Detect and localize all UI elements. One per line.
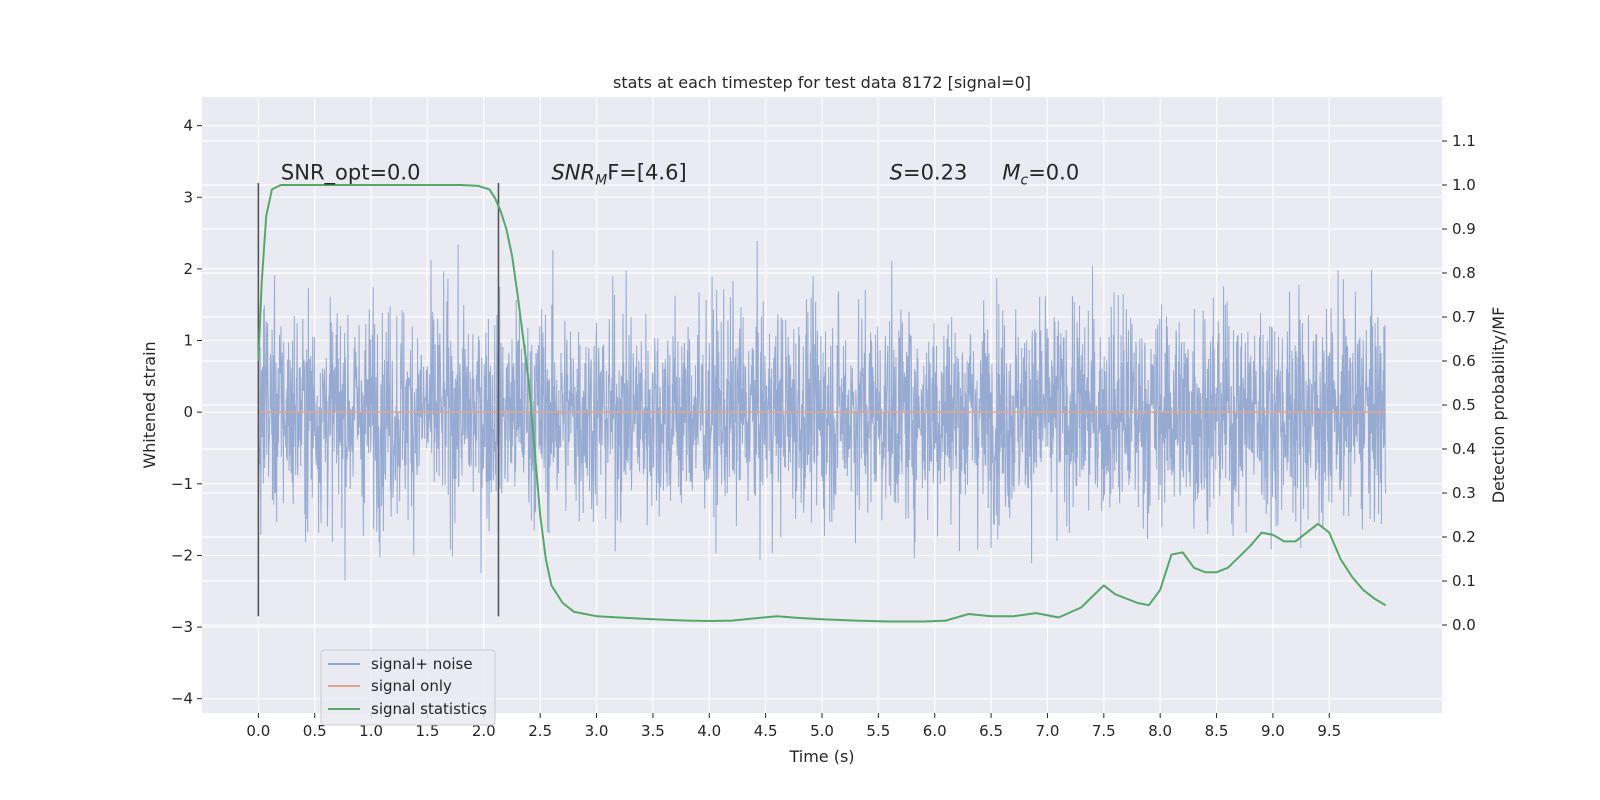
x-tick-label-16: 8.0 (1148, 722, 1172, 740)
x-tick-label-11: 5.5 (866, 722, 890, 740)
y-right-axis-label: Detection probability/MF (1489, 307, 1508, 504)
annotation-1: SNRMF=[4.6] (551, 160, 686, 188)
yr-tick-label-4: 0.7 (1452, 308, 1476, 326)
yr-tick-label-11: 0.0 (1452, 616, 1476, 634)
chart-title: stats at each timestep for test data 817… (613, 73, 1031, 92)
legend-box (320, 649, 496, 726)
x-tick-label-17: 8.5 (1205, 722, 1229, 740)
x-tick-label-13: 6.5 (979, 722, 1003, 740)
annotation-3: Mc=0.0 (1002, 160, 1079, 188)
legend-label-signal-only: signal only (371, 677, 452, 695)
x-tick-label-18: 9.0 (1261, 722, 1285, 740)
x-axis-ticks: 0.0 0.5 1.0 1.5 2.0 2.5 3.0 3.5 4.0 4.5 5.0 5.5 6.0 6… (246, 713, 1341, 740)
x-tick-label-14: 7.0 (1036, 722, 1060, 740)
x-axis-label: Time (s) (788, 747, 854, 766)
y-left-axis-ticks: 4 3 2 1 0 −1 −2 −3 −4 (171, 117, 202, 708)
x-tick-label-12: 6.0 (923, 722, 947, 740)
yl-tick-label-1: 3 (183, 188, 193, 206)
x-tick-label-0: 0.0 (246, 722, 270, 740)
annotation-0: SNR_opt=0.0 (281, 160, 421, 185)
annotation-2: S=0.23 (890, 160, 968, 184)
vertical-markers (257, 182, 500, 617)
yr-tick-label-2: 0.9 (1452, 220, 1476, 238)
x-tick-label-15: 7.5 (1092, 722, 1116, 740)
x-tick-label-6: 3.0 (585, 722, 609, 740)
yl-tick-label-5: −1 (171, 475, 193, 493)
yr-tick-label-10: 0.1 (1452, 572, 1476, 590)
yr-tick-label-6: 0.5 (1452, 396, 1476, 414)
yl-tick-label-4: 0 (183, 403, 193, 421)
yr-tick-label-8: 0.3 (1452, 484, 1476, 502)
yr-tick-label-7: 0.4 (1452, 440, 1476, 458)
y-left-axis-label: Whitened strain (140, 341, 159, 468)
yr-tick-label-3: 0.8 (1452, 264, 1476, 282)
yr-tick-label-5: 0.6 (1452, 352, 1476, 370)
x-tick-label-4: 2.0 (472, 722, 496, 740)
yl-tick-label-3: 1 (183, 332, 193, 350)
legend-label-signal-statistics: signal statistics (371, 700, 487, 718)
series-signal-statistics (257, 184, 1387, 623)
x-tick-label-9: 4.5 (754, 722, 778, 740)
x-tick-label-5: 2.5 (528, 722, 552, 740)
x-tick-label-8: 4.0 (697, 722, 721, 740)
legend-label-signal-noise: signal+ noise (371, 655, 473, 673)
yl-tick-label-8: −4 (171, 690, 193, 708)
x-tick-label-10: 5.0 (810, 722, 834, 740)
yl-tick-label-0: 4 (183, 117, 193, 135)
x-tick-label-3: 1.5 (416, 722, 440, 740)
x-tick-label-7: 3.5 (641, 722, 665, 740)
x-tick-label-19: 9.5 (1317, 722, 1341, 740)
x-tick-label-2: 1.0 (359, 722, 383, 740)
yr-tick-label-9: 0.2 (1452, 528, 1476, 546)
signal-statistics-line (257, 184, 1387, 623)
yl-tick-label-6: −2 (171, 546, 193, 564)
yl-tick-label-7: −3 (171, 618, 193, 636)
signal-noise-line (257, 241, 1387, 581)
series-signal-noise (257, 241, 1387, 581)
yl-tick-label-2: 2 (183, 260, 193, 278)
x-tick-label-1: 0.5 (303, 722, 327, 740)
y-right-axis-ticks: 1.1 1.0 0.9 0.8 0.7 0.6 0.5 0.4 0.3 0.2 0.1 0.0 (1442, 132, 1476, 634)
yr-tick-label-1: 1.0 (1452, 176, 1476, 194)
legend: signal+ noise signal only signal statist… (320, 649, 496, 726)
annotations: SNR_opt=0.0 SNRMF=[4.6] S=0.23 Mc=0.0 (281, 160, 1079, 188)
yr-tick-label-0: 1.1 (1452, 132, 1476, 150)
